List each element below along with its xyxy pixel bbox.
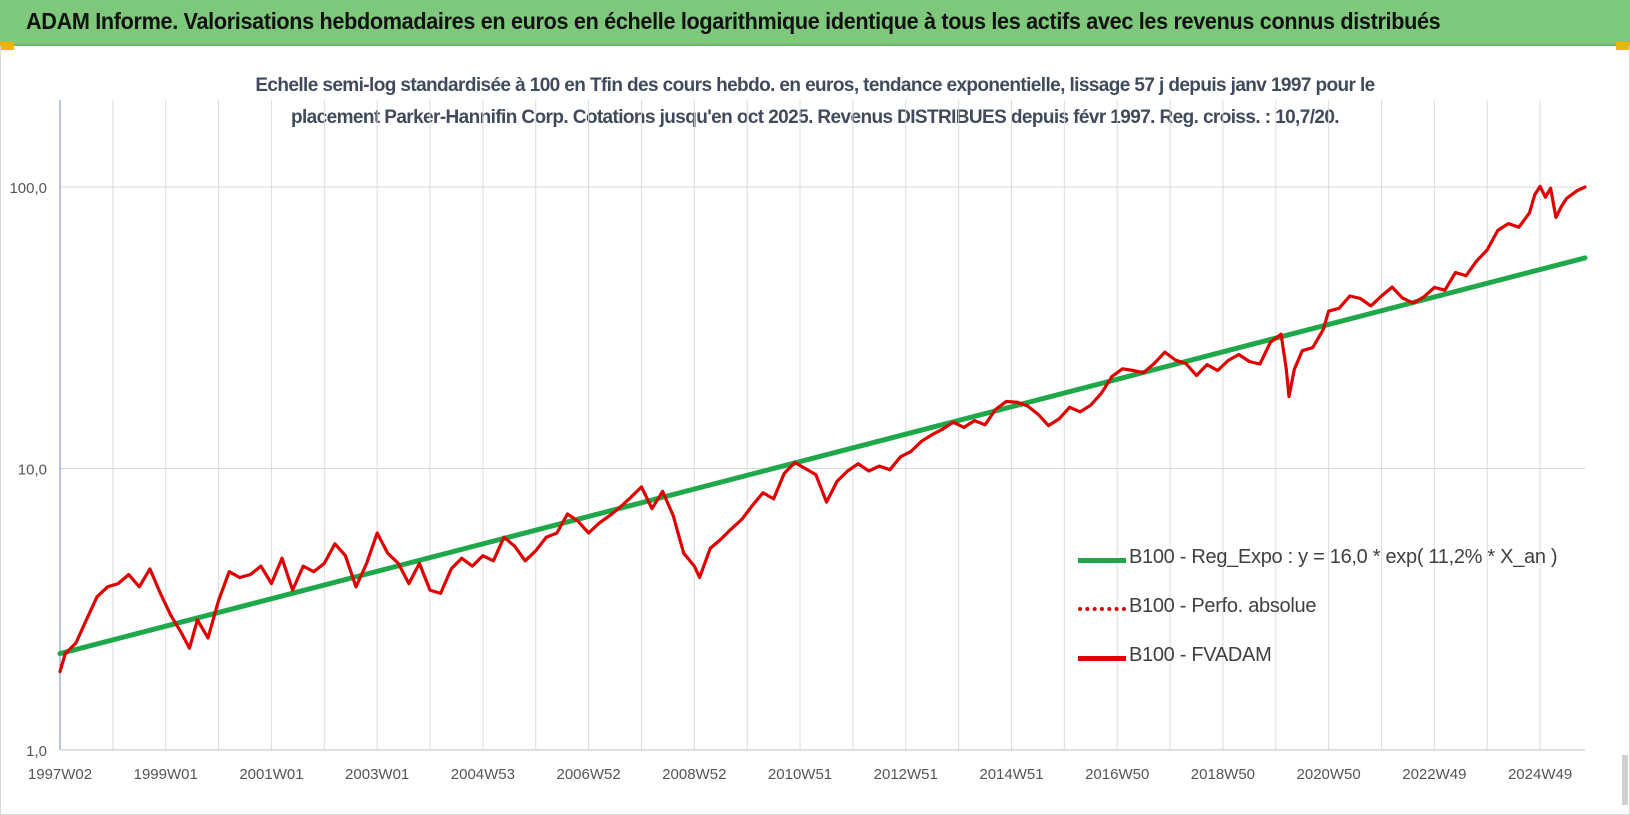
- x-tick-label: 2016W50: [1085, 766, 1149, 783]
- legend-label-fvadam: B100 - FVADAM: [1129, 644, 1272, 666]
- x-tick-label: 1997W02: [28, 766, 92, 783]
- corner-mark-left: [0, 42, 14, 50]
- x-tick-label: 2018W50: [1191, 766, 1255, 783]
- chart-title-line1: Echelle semi-log standardisée à 100 en T…: [255, 75, 1375, 96]
- chart-title: Echelle semi-log standardisée à 100 en T…: [150, 70, 1480, 134]
- series-fvadam-line: [58, 184, 1587, 674]
- y-tick-label: 1,0: [26, 743, 47, 760]
- x-tick-label: 2008W52: [662, 766, 726, 783]
- x-tick-label: 2001W01: [239, 766, 303, 783]
- x-tick-label: 2020W50: [1297, 766, 1361, 783]
- x-tick-label: 2022W49: [1402, 766, 1466, 783]
- legend-label-reg-expo: B100 - Reg_Expo : y = 16,0 * exp( 11,2% …: [1129, 546, 1558, 568]
- x-tick-label: 2014W51: [979, 766, 1043, 783]
- corner-mark-right: [1616, 42, 1630, 50]
- chart-title-line2: placement Parker-Hannifin Corp. Cotation…: [291, 107, 1340, 128]
- legend-swatch-perfo-absolue: [1078, 607, 1126, 611]
- y-tick-label: 100,0: [9, 180, 47, 197]
- page-title: ADAM Informe. Valorisations hebdomadaire…: [26, 8, 1441, 34]
- header-banner: ADAM Informe. Valorisations hebdomadaire…: [0, 0, 1630, 46]
- x-tick-label: 2010W51: [768, 766, 832, 783]
- legend-label-perfo-absolue: B100 - Perfo. absolue: [1129, 595, 1317, 617]
- legend-swatch-fvadam: [1078, 656, 1126, 661]
- x-tick-label: 2003W01: [345, 766, 409, 783]
- x-tick-label: 2006W52: [556, 766, 620, 783]
- x-tick-label: 2024W49: [1508, 766, 1572, 783]
- x-tick-label: 2012W51: [874, 766, 938, 783]
- x-tick-label: 2004W53: [451, 766, 515, 783]
- legend-swatch-reg-expo: [1078, 558, 1126, 563]
- frame-edge: [1622, 755, 1628, 805]
- x-tick-label: 1999W01: [134, 766, 198, 783]
- y-tick-label: 10,0: [18, 462, 47, 479]
- series-reg-expo-line: [57, 255, 1588, 657]
